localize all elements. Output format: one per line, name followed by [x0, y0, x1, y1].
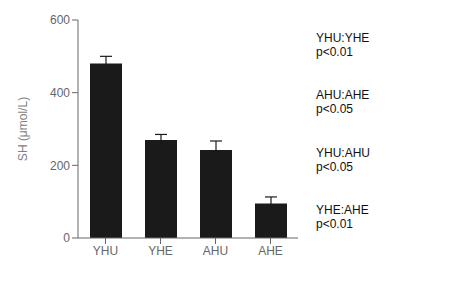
svg-text:SH (μmol/L): SH (μmol/L)	[16, 97, 30, 161]
html-text:p<0.05: p<0.05	[316, 102, 353, 117]
html-text:YHU:AHU: YHU:AHU	[316, 145, 370, 160]
svg-text:0: 0	[63, 231, 70, 245]
svg-text:YHE: YHE	[148, 244, 173, 258]
html-text:AHU:AHE: AHU:AHE	[316, 88, 370, 103]
svg-text:200: 200	[50, 159, 70, 173]
svg-text:400: 400	[50, 86, 70, 100]
html-text:YHU:YHE: YHU:YHE	[316, 30, 370, 45]
html-text:p<0.01: p<0.01	[316, 44, 353, 59]
svg-text:AHU: AHU	[203, 244, 228, 258]
svg-text:600: 600	[50, 13, 70, 27]
html-text:YHE:AHE: YHE:AHE	[316, 203, 369, 218]
svg-text:AHE: AHE	[258, 244, 283, 258]
html-text:p<0.05: p<0.05	[316, 159, 353, 174]
html-text:p<0.01: p<0.01	[316, 217, 353, 232]
svg-text:YHU: YHU	[93, 244, 118, 258]
